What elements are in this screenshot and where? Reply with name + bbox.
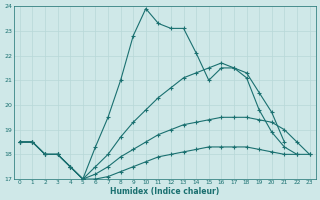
X-axis label: Humidex (Indice chaleur): Humidex (Indice chaleur): [110, 187, 219, 196]
